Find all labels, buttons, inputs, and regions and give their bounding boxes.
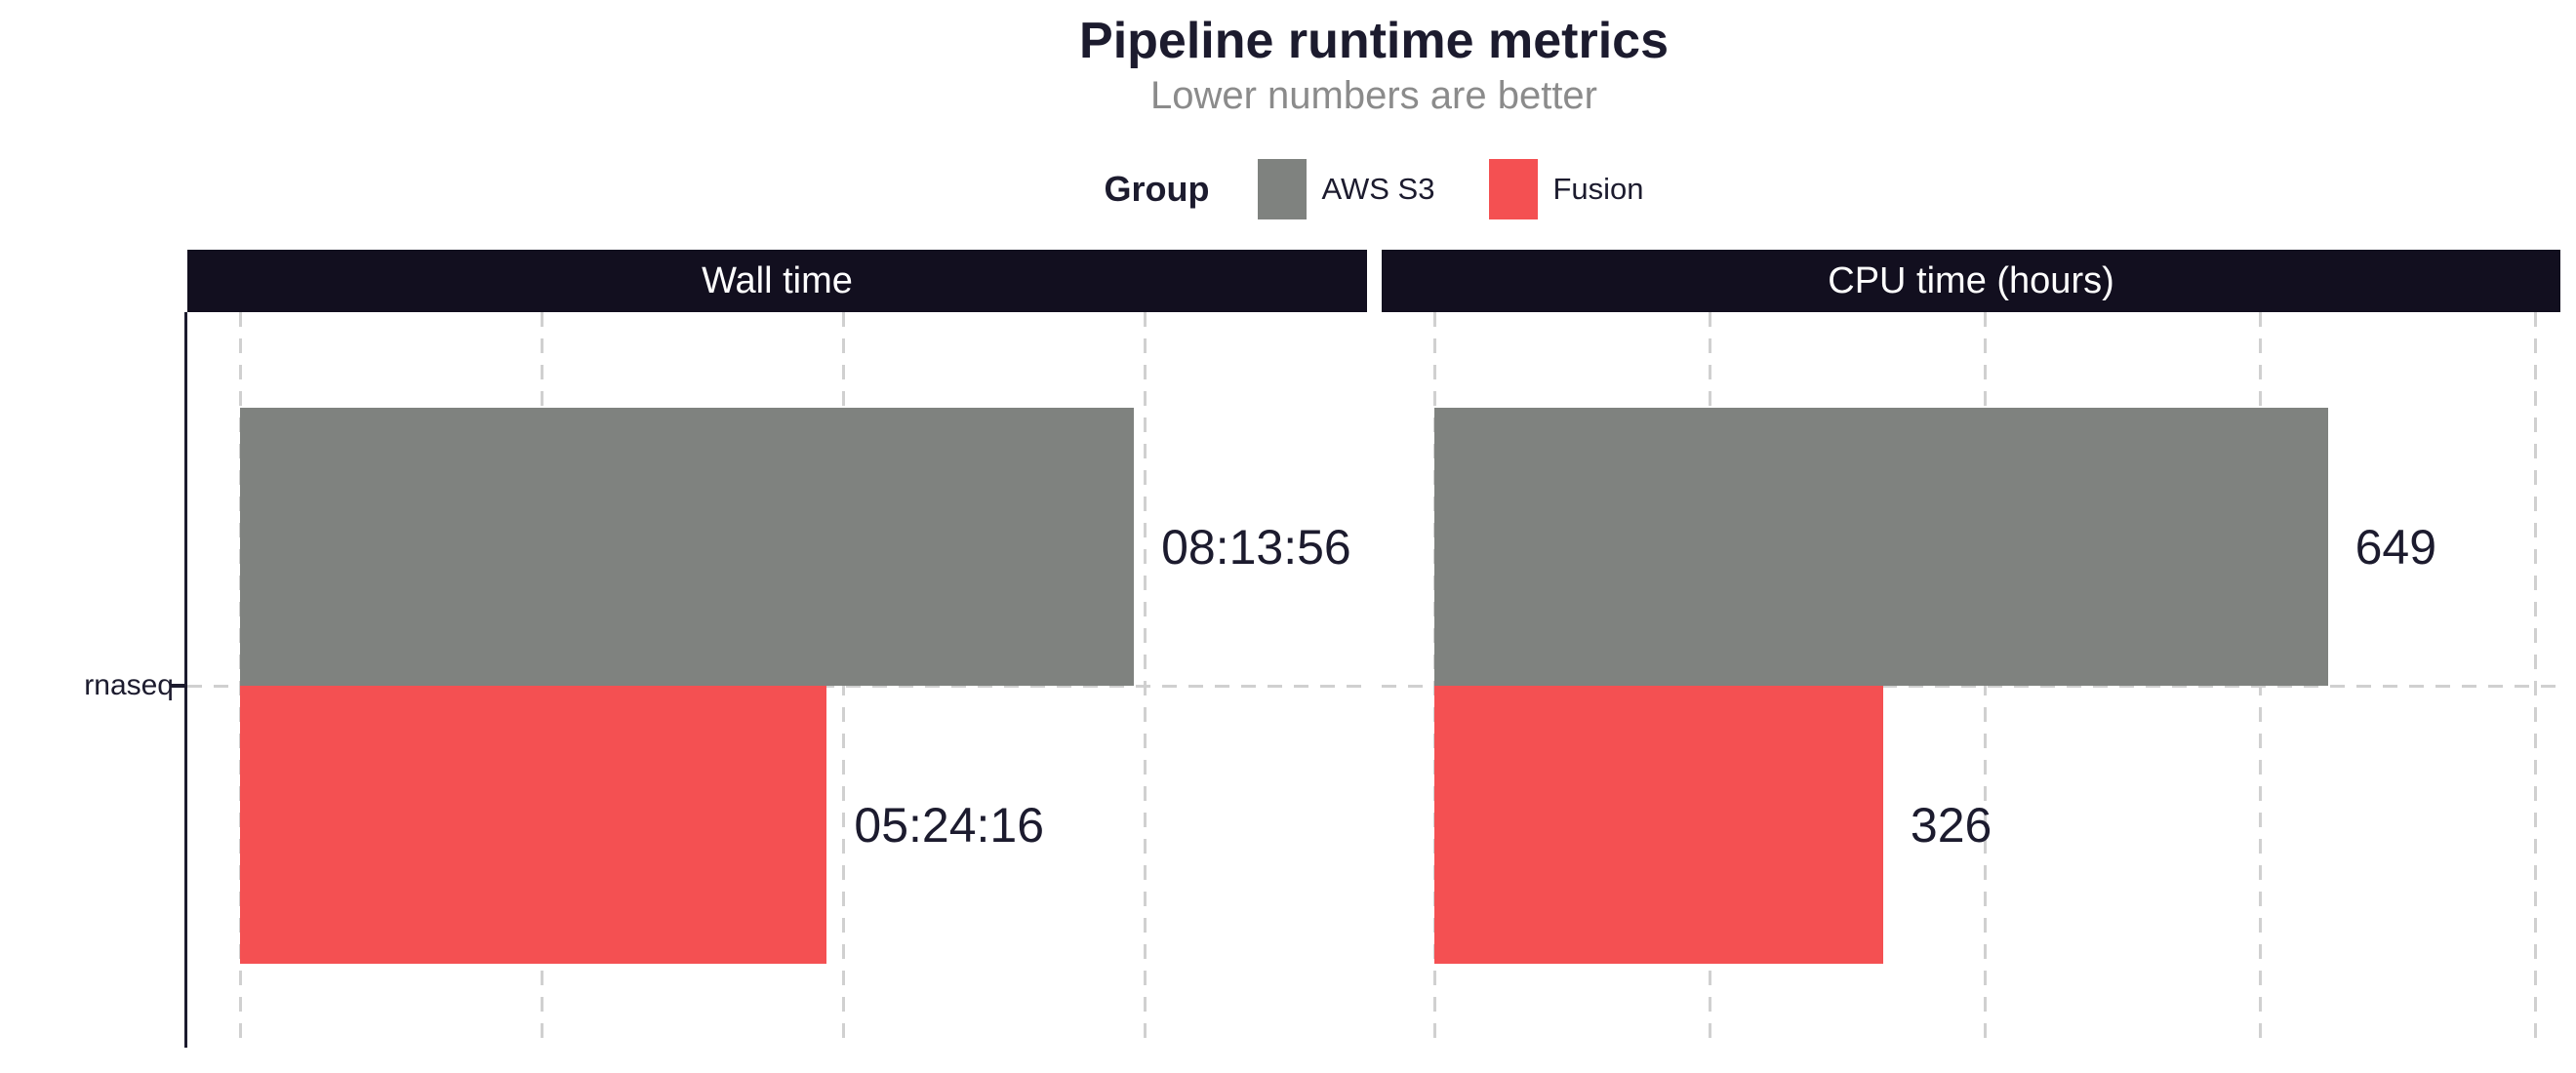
- bar-fusion: [240, 686, 827, 964]
- gridline-x-30000: [1143, 312, 1147, 1048]
- chart-subtitle: Lower numbers are better: [1149, 74, 1597, 117]
- plot-area-0: 08:13:56 05:24:16: [170, 312, 1367, 1048]
- bar-value-label-fusion: 05:24:16: [854, 797, 1045, 853]
- legend-label-fusion: Fusion: [1552, 172, 1644, 206]
- bar-aws-s3: [240, 408, 1135, 686]
- panel-cpu-time: CPU time (hours) 649 326: [1382, 250, 2560, 1048]
- legend-label-aws-s3: AWS S3: [1321, 172, 1435, 206]
- bar-value-label-fusion: 326: [1910, 797, 1992, 853]
- panel-header-cpu-time: CPU time (hours): [1382, 250, 2560, 312]
- y-axis-category-label: rnaseq: [84, 669, 174, 701]
- bar-value-label-aws-s3: 08:13:56: [1161, 519, 1351, 575]
- legend-item-fusion: Fusion: [1489, 159, 1644, 219]
- bar-value-label-aws-s3: 649: [2355, 519, 2437, 575]
- legend-title: Group: [1104, 169, 1210, 209]
- bar-fusion: [1434, 686, 1883, 964]
- bar-aws-s3: [1434, 408, 2328, 686]
- legend: Group AWS S3 Fusion: [187, 152, 2560, 226]
- legend-item-aws-s3: AWS S3: [1258, 159, 1434, 219]
- category-gridline: [1382, 684, 2560, 688]
- chart-title: Pipeline runtime metrics: [1079, 13, 1669, 69]
- y-axis-tick: [170, 684, 184, 688]
- legend-swatch-fusion: [1489, 159, 1539, 219]
- plot-area-1: 649 326: [1382, 312, 2560, 1048]
- legend-swatch-aws-s3: [1258, 159, 1308, 219]
- panel-wall-time: Wall time 08:13:56 05:24:16: [170, 250, 1367, 1048]
- panel-header-wall-time: Wall time: [187, 250, 1367, 312]
- y-axis-line: [184, 312, 187, 1048]
- gridline-x-800: [2534, 312, 2538, 1048]
